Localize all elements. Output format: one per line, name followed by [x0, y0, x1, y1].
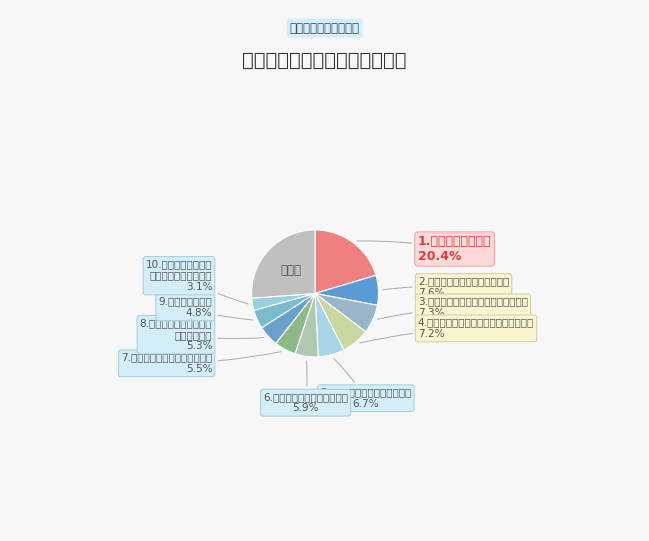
- Wedge shape: [315, 230, 376, 293]
- Wedge shape: [262, 293, 315, 344]
- Text: 10.そり残しに厳しく
シェービング代が高い
3.1%: 10.そり残しに厳しく シェービング代が高い 3.1%: [145, 259, 248, 304]
- Wedge shape: [254, 293, 315, 328]
- Text: 9.待ち時間が長い
4.8%: 9.待ち時間が長い 4.8%: [158, 296, 252, 320]
- Text: その他: その他: [280, 265, 301, 278]
- Text: 2.接客態度への不満（施術中）
7.6%: 2.接客態度への不満（施術中） 7.6%: [383, 276, 509, 298]
- Text: 8.院・スタッフの技術差
対応のちがい
5.3%: 8.院・スタッフの技術差 対応のちがい 5.3%: [140, 318, 264, 351]
- Wedge shape: [315, 293, 378, 332]
- Wedge shape: [252, 293, 315, 311]
- Wedge shape: [315, 275, 378, 305]
- Wedge shape: [315, 293, 365, 350]
- Wedge shape: [252, 230, 315, 298]
- Text: 7.事務的な不備・ミスへの不満
5.5%: 7.事務的な不備・ミスへの不満 5.5%: [121, 352, 282, 374]
- Wedge shape: [276, 293, 315, 354]
- Text: 1.予約がとりにくい
20.4%: 1.予約がとりにくい 20.4%: [357, 235, 491, 263]
- Text: 医療脱毛クリニックの不満調査: 医療脱毛クリニックの不満調査: [242, 51, 407, 70]
- Wedge shape: [295, 293, 318, 357]
- Text: みん評の口コミを集計: みん評の口コミを集計: [289, 22, 360, 35]
- Text: 5.照射漏れ・照射忘れがあった
6.7%: 5.照射漏れ・照射忘れがあった 6.7%: [320, 359, 411, 409]
- Text: 4.接客態度への不満（カウンセリング）
7.2%: 4.接客態度への不満（カウンセリング） 7.2%: [360, 318, 534, 343]
- Wedge shape: [315, 293, 344, 357]
- Text: 6.接客態度への不満（受付）
5.9%: 6.接客態度への不満（受付） 5.9%: [263, 361, 348, 413]
- Text: 3.期待していた効果が得られていない
7.3%: 3.期待していた効果が得られていない 7.3%: [378, 296, 528, 319]
